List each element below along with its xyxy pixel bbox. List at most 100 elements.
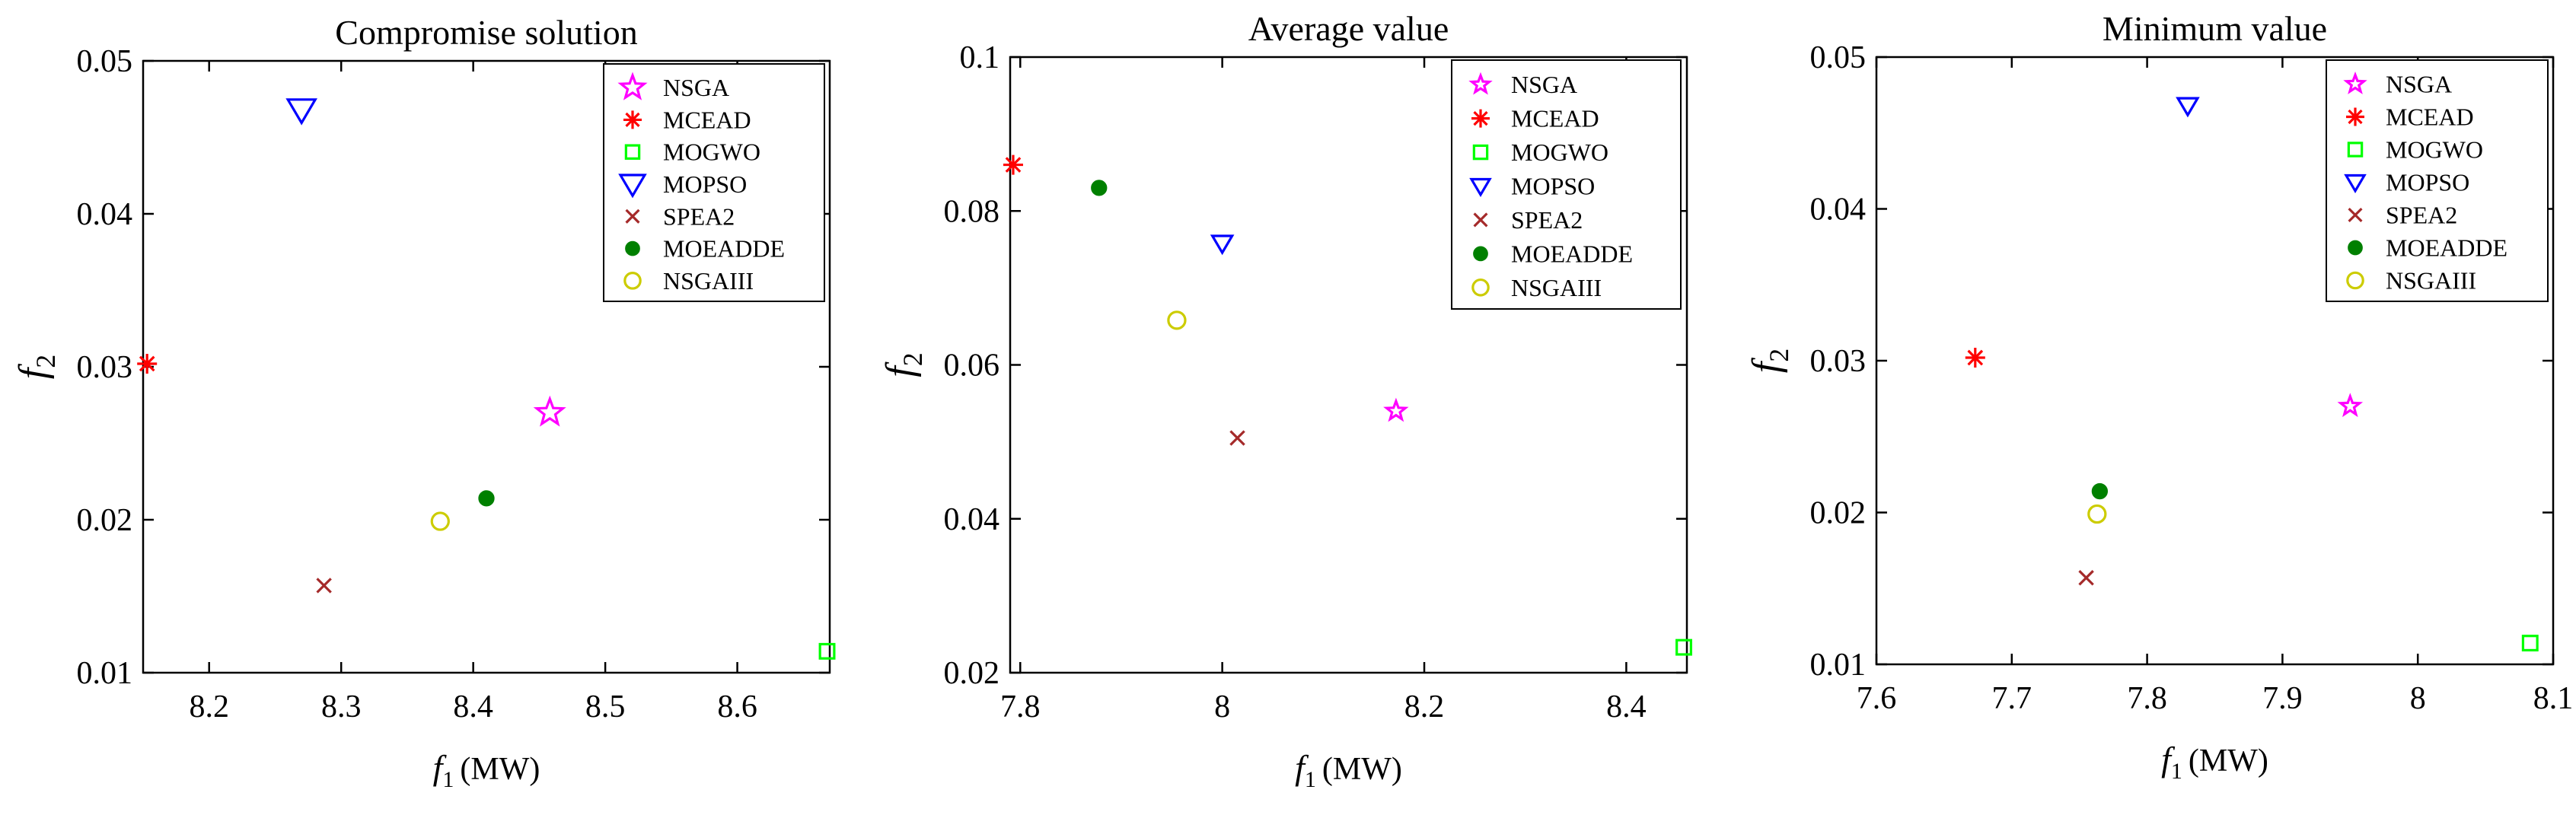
legend-label-mogwo: MOGWO — [2386, 136, 2483, 164]
legend-marker-moeadde — [1473, 246, 1488, 262]
data-point-nsgaiii — [430, 511, 450, 531]
legend-label-moeadde: MOEADDE — [2386, 234, 2507, 262]
y-tick-label: 0.05 — [77, 44, 133, 79]
data-point-moeadde — [1091, 180, 1108, 196]
legend-label-nsga: NSGA — [663, 74, 729, 101]
data-point-spea2 — [1229, 430, 1245, 446]
chart-panel-1: Compromise solution 8.2 8.3 8.4 8.5 8.6 0.01 0.… — [11, 13, 836, 792]
y-tick-label: 0.01 — [1810, 648, 1867, 683]
x-axis-label-unit: (MW) — [1322, 752, 1402, 787]
legend-marker-nsga — [1468, 72, 1493, 95]
data-point-spea2 — [2078, 570, 2094, 586]
x-axis-label-unit: (MW) — [2189, 743, 2268, 778]
legend-label-mopso: MOPSO — [1511, 173, 1595, 200]
legend-marker-mogwo — [2347, 142, 2364, 158]
legend-label-nsga: NSGA — [2386, 71, 2452, 98]
data-point-mcead — [1003, 154, 1023, 175]
legend-marker-mopso — [1469, 177, 1492, 198]
y-tick-label: 0.06 — [944, 349, 1000, 384]
x-tick-label: 8.6 — [717, 689, 757, 724]
legend-box — [2326, 59, 2549, 302]
legend-label-mcead: MCEAD — [2386, 103, 2474, 131]
legend-marker-moeadde — [625, 240, 640, 256]
x-axis-label: f1 (MW) — [433, 748, 540, 792]
data-point-spea2 — [316, 578, 332, 594]
legend-label-mcead: MCEAD — [1511, 105, 1599, 132]
data-point-nsga — [533, 395, 566, 427]
legend-marker-nsga — [617, 72, 648, 100]
x-axis-label: f1 (MW) — [2161, 740, 2268, 784]
y-axis-label: f2 — [11, 355, 61, 379]
legend-marker-mcead — [2346, 107, 2364, 126]
y-axis-label: f2 — [1745, 349, 1794, 373]
y-tick-label: 0.02 — [1810, 496, 1867, 531]
legend-label-spea2: SPEA2 — [1511, 206, 1583, 234]
x-tick-label: 8 — [2410, 681, 2426, 716]
legend-marker-moeadde — [2348, 240, 2363, 256]
chart-panel-2: Average value 7.8 8 8.2 8.4 0.02 0.04 0.06 0.08 0… — [878, 9, 1692, 792]
y-tick-label: 0.05 — [1810, 40, 1867, 75]
legend-marker-mcead — [623, 110, 642, 129]
x-tick-label: 7.7 — [1992, 681, 2032, 716]
legend-label-moeadde: MOEADDE — [663, 235, 785, 263]
legend-marker-nsgaiii — [2346, 271, 2364, 290]
legend-label-nsga: NSGA — [1511, 71, 1577, 98]
y-tick-label: 0.03 — [1810, 344, 1867, 379]
x-axis-label-sub: 1 — [442, 767, 454, 792]
chart-panel-3: Minimum value 7.6 7.7 7.8 7.9 8 8.1 0.01 0.02 0.0… — [1745, 9, 2573, 784]
legend-label-mopso: MOPSO — [663, 170, 747, 198]
data-point-mopso — [285, 98, 317, 126]
legend-label-moeadde: MOEADDE — [1511, 240, 1633, 267]
data-point-nsga — [1383, 397, 1409, 422]
y-tick-label: 0.1 — [960, 40, 1000, 75]
y-tick-label: 0.08 — [944, 194, 1000, 229]
legend-marker-mogwo — [1472, 144, 1489, 161]
data-point-mogwo — [2521, 635, 2539, 652]
data-point-nsga — [2337, 393, 2364, 418]
legend: NSGA MCEAD MOGWO MOPSO SPEA2 MOEADDE NSGAIII — [2326, 59, 2549, 302]
legend-box — [1451, 59, 1682, 310]
y-tick-label: 0.04 — [944, 502, 1000, 537]
y-tick-label: 0.01 — [77, 656, 133, 691]
legend-label-mopso: MOPSO — [2386, 169, 2469, 196]
y-tick-label: 0.04 — [1810, 193, 1867, 228]
data-point-nsgaiii — [2087, 504, 2107, 524]
legend-marker-spea2 — [625, 209, 640, 224]
x-axis-label: f1 (MW) — [1295, 748, 1402, 792]
legend-label-mcead: MCEAD — [663, 106, 751, 133]
data-point-mogwo — [818, 642, 836, 660]
data-point-mogwo — [1675, 638, 1692, 656]
y-tick-label: 0.02 — [77, 503, 133, 538]
data-point-moeadde — [2091, 482, 2109, 500]
data-point-mopso — [2176, 97, 2200, 118]
x-tick-label: 8.4 — [453, 689, 493, 724]
x-tick-label: 8.2 — [189, 689, 229, 724]
legend-marker-nsgaiii — [1471, 278, 1490, 297]
x-axis-label-sub: 1 — [2171, 759, 2182, 784]
legend-label-mogwo: MOGWO — [1511, 138, 1608, 166]
x-tick-label: 8.1 — [2533, 681, 2574, 716]
x-axis-label-unit: (MW) — [460, 752, 540, 787]
x-tick-label: 7.8 — [1000, 689, 1041, 724]
legend-marker-mcead — [1471, 109, 1490, 128]
legend-marker-mogwo — [624, 144, 641, 160]
legend-marker-mopso — [2344, 174, 2367, 194]
legend: NSGA MCEAD MOGWO MOPSO SPEA2 MOEADDE NSGAIII — [1451, 59, 1682, 310]
y-axis-label-sub: 2 — [897, 352, 928, 366]
chart-title: Average value — [1248, 9, 1449, 48]
x-tick-label: 8.5 — [585, 689, 626, 724]
x-axis-label-sub: 1 — [1305, 767, 1316, 792]
legend-label-nsgaiii: NSGAIII — [1511, 274, 1602, 301]
y-axis-label: f2 — [878, 352, 928, 377]
legend-label-nsgaiii: NSGAIII — [663, 267, 754, 294]
data-point-mopso — [1210, 234, 1235, 256]
data-point-nsgaiii — [1167, 310, 1187, 330]
legend-marker-spea2 — [2348, 207, 2363, 223]
y-tick-label: 0.03 — [77, 350, 133, 385]
data-point-mcead — [137, 353, 158, 374]
legend-label-mogwo: MOGWO — [663, 138, 760, 166]
x-tick-label: 8 — [1214, 689, 1230, 724]
legend-label-spea2: SPEA2 — [2386, 202, 2457, 229]
